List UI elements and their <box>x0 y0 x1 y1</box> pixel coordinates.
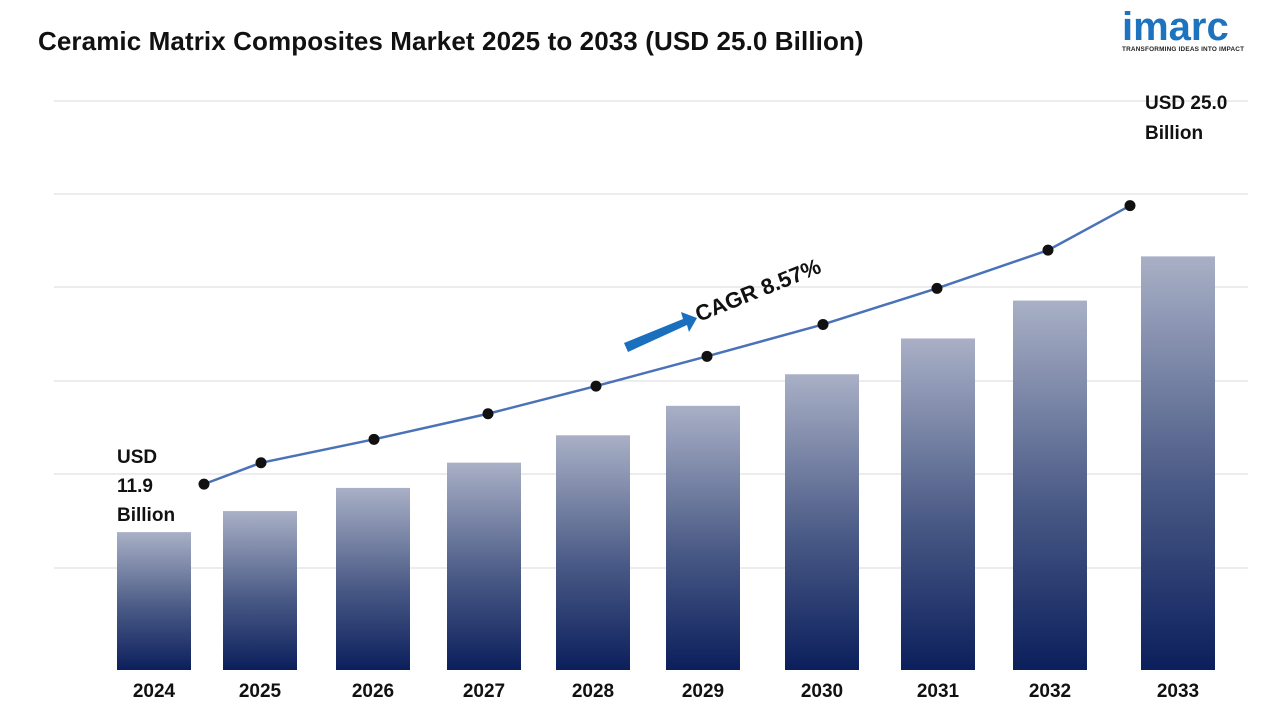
cagr-arrow-icon <box>624 312 697 352</box>
bar-2029 <box>666 405 740 670</box>
bar-2031 <box>901 338 975 670</box>
trend-point-2029 <box>701 350 713 362</box>
trend-point-2033 <box>1124 200 1136 212</box>
start-value-label-line3: Billion <box>117 505 175 526</box>
trend-line-path <box>203 204 1131 486</box>
bar-2032 <box>1013 300 1087 670</box>
trend-point-2032 <box>1042 244 1054 256</box>
x-tick-label-2032: 2032 <box>1029 681 1071 702</box>
bars <box>117 256 1215 670</box>
bar-2025 <box>223 511 297 670</box>
trend-point-2027 <box>482 408 494 420</box>
trend-point-2025 <box>255 457 267 469</box>
logo-tagline: TRANSFORMING IDEAS INTO IMPACT <box>1122 46 1245 53</box>
x-tick-label-2030: 2030 <box>801 681 843 702</box>
chart-title: Ceramic Matrix Composites Market 2025 to… <box>38 26 864 56</box>
x-tick-label-2028: 2028 <box>572 681 614 702</box>
trend-markers <box>198 200 1136 490</box>
start-value-label-line2: 11.9 <box>117 476 153 497</box>
end-value-label-line1: USD 25.0 <box>1145 93 1227 114</box>
trend-point-2031 <box>931 282 943 294</box>
end-value-label-line2: Billion <box>1145 123 1203 144</box>
imarc-logo: imarc TRANSFORMING IDEAS INTO IMPACT <box>1122 4 1247 56</box>
bar-2033 <box>1141 256 1215 670</box>
cagr-label: CAGR 8.57% <box>692 254 825 327</box>
x-tick-label-2026: 2026 <box>352 681 394 702</box>
x-tick-label-2027: 2027 <box>463 681 505 702</box>
x-tick-label-2029: 2029 <box>682 681 724 702</box>
bar-2027 <box>447 462 521 670</box>
bar-2026 <box>336 487 410 670</box>
bar-2024 <box>117 532 191 670</box>
x-tick-label-2025: 2025 <box>239 681 282 702</box>
x-tick-label-2031: 2031 <box>917 681 960 702</box>
x-tick-label-2033: 2033 <box>1157 681 1199 702</box>
x-tick-label-2024: 2024 <box>133 681 176 702</box>
trend-point-2026 <box>368 433 380 445</box>
x-axis-labels: 2024 2025 2026 2027 2028 2029 2030 2031 2032 2033 <box>133 681 1199 702</box>
bar-2028 <box>556 435 630 670</box>
logo-wordmark: imarc <box>1122 5 1229 49</box>
start-value-label-line1: USD <box>117 447 157 468</box>
trend-line <box>203 204 1131 486</box>
bar-2030 <box>785 374 859 670</box>
trend-point-2028 <box>590 380 602 392</box>
trend-point-2030 <box>817 318 829 330</box>
trend-point-2024 <box>198 478 210 490</box>
